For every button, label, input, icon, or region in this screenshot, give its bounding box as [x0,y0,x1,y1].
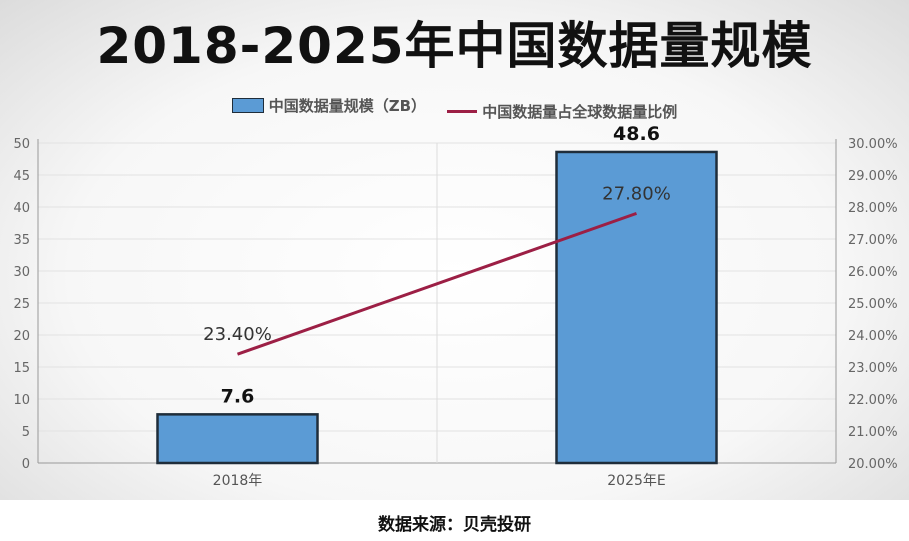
line-value-label: 23.40% [203,324,272,345]
y-right-tick-label: 21.00% [848,425,898,440]
y-right-tick-label: 28.00% [848,201,898,216]
y-left-tick-label: 15 [13,361,30,376]
y-right-tick-label: 26.00% [848,265,898,280]
legend-item-bar: 中国数据量规模（ZB） [231,95,427,116]
y-right-tick-label: 27.00% [848,233,898,248]
legend-item-line: 中国数据量占全球数据量比例 [447,101,677,122]
y-left-tick-label: 5 [22,425,30,440]
bar [555,150,718,465]
y-left-tick-label: 40 [13,201,30,216]
bar-value-label: 7.6 [221,385,255,407]
legend-swatch-bar [231,98,264,113]
y-right-tick-label: 24.00% [848,329,898,344]
y-left-tick-label: 30 [13,265,30,280]
y-right-tick-label: 30.00% [848,137,898,152]
line-series [237,211,637,356]
x-tick-label: 2025年E [607,473,665,489]
legend-label-line: 中国数据量占全球数据量比例 [482,103,678,121]
legend-swatch-line [447,110,478,113]
y-right-tick-label: 22.00% [848,393,898,408]
y-left-tick-label: 45 [13,169,30,184]
y-right-tick-label: 20.00% [848,457,898,472]
y-right-tick-label: 29.00% [848,169,898,184]
chart-frame: 2018-2025年中国数据量规模 中国数据量规模（ZB） 中国数据量占全球数据… [0,0,909,500]
chart-title: 2018-2025年中国数据量规模 [96,17,813,75]
bar [156,413,319,465]
legend-label-bar: 中国数据量规模（ZB） [268,97,427,115]
line-value-label: 27.80% [602,183,671,204]
chart-plot: 0 5 10 15 20 25 30 35 40 45 50 20.00% 21.00% 22.00% 23… [13,123,898,489]
y-left-tick-label: 10 [13,393,30,408]
bar-value-label: 48.6 [613,123,660,145]
y-left-tick-label: 20 [13,329,30,344]
y-right-tick-label: 25.00% [848,297,898,312]
y-left-tick-label: 0 [22,457,30,472]
chart-legend: 中国数据量规模（ZB） 中国数据量占全球数据量比例 [0,95,909,122]
y-left-tick-label: 25 [13,297,30,312]
y-left-tick-label: 50 [13,137,30,152]
x-tick-label: 2018年 [213,473,263,489]
y-left-tick-label: 35 [13,233,30,248]
source-note: 数据来源：贝壳投研 [378,515,531,535]
y-right-tick-label: 23.00% [848,361,898,376]
